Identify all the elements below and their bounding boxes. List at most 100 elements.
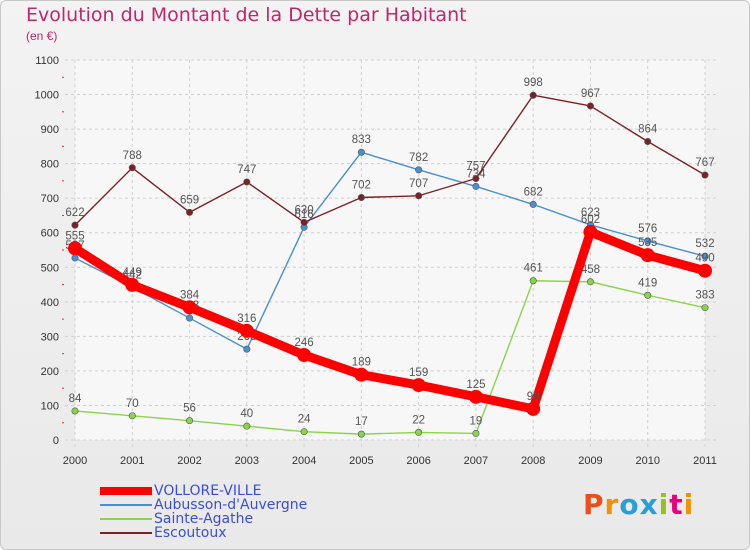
y-tick-label: 700 <box>41 193 59 205</box>
chart-title: Evolution du Montant de la Dette par Hab… <box>26 4 467 26</box>
data-label: 189 <box>352 357 371 369</box>
data-label: 788 <box>123 150 142 162</box>
y-tick-label: 1000 <box>35 90 59 102</box>
x-tick-label: 2009 <box>578 455 602 467</box>
logo-letter: x <box>639 488 659 521</box>
data-label: 383 <box>695 290 714 302</box>
series-line-2 <box>74 280 706 435</box>
data-point <box>125 277 140 292</box>
data-point <box>472 182 480 190</box>
data-point <box>128 164 136 172</box>
data-label: 70 <box>126 398 139 410</box>
data-label: 458 <box>581 264 600 276</box>
data-point <box>701 171 709 179</box>
data-label: 532 <box>695 238 714 250</box>
y-tick-label: 300 <box>41 331 59 343</box>
data-point <box>239 323 254 338</box>
proxiti-logo: Proxiti <box>583 488 694 521</box>
data-label: 24 <box>298 414 311 426</box>
logo-letter: P <box>583 488 605 521</box>
data-point <box>243 178 251 186</box>
data-point <box>182 300 197 315</box>
data-point <box>411 378 426 393</box>
data-label: 576 <box>638 223 657 235</box>
data-point <box>415 192 423 200</box>
data-point <box>529 277 537 285</box>
data-point <box>357 430 365 438</box>
data-label: 555 <box>65 230 84 242</box>
data-point <box>415 428 423 436</box>
x-tick-label: 2011 <box>693 455 717 467</box>
data-label: 998 <box>524 77 543 89</box>
data-point <box>297 348 312 363</box>
data-label: 246 <box>294 337 313 349</box>
x-tick-label: 2006 <box>406 455 430 467</box>
data-point <box>472 429 480 437</box>
x-tick-label: 2003 <box>235 455 259 467</box>
data-label: 22 <box>412 414 425 426</box>
legend-label: Escoutoux <box>154 525 227 541</box>
series-line-3 <box>74 94 706 226</box>
legend-label: Sainte-Agathe <box>154 511 254 527</box>
x-tick-label: 2002 <box>177 455 201 467</box>
x-tick-label: 2004 <box>292 455 316 467</box>
data-point <box>586 102 594 110</box>
data-label: 159 <box>409 367 428 379</box>
data-label: 535 <box>638 237 657 249</box>
data-label: 767 <box>695 157 714 169</box>
x-tick-label: 2005 <box>349 455 373 467</box>
data-point <box>357 193 365 201</box>
series-line-0 <box>70 227 710 414</box>
data-label: 659 <box>180 194 199 206</box>
data-point <box>586 278 594 286</box>
data-point <box>583 225 598 240</box>
data-label: 602 <box>581 214 600 226</box>
data-label: 864 <box>638 124 658 136</box>
data-label: 833 <box>352 134 371 146</box>
data-label: 702 <box>352 179 371 191</box>
data-label: 17 <box>355 416 368 428</box>
data-label: 449 <box>123 267 142 279</box>
x-tick-label: 2010 <box>635 455 659 467</box>
legend-swatch <box>100 487 152 495</box>
data-point <box>186 417 194 425</box>
data-label: 622 <box>65 207 84 219</box>
logo-letter: i <box>683 488 695 521</box>
data-point <box>71 221 79 229</box>
y-tick-label: 800 <box>41 159 59 171</box>
chart-unit: (en €) <box>26 29 58 43</box>
data-point <box>71 407 79 415</box>
data-point <box>357 148 365 156</box>
data-point <box>472 174 480 182</box>
data-label: 747 <box>237 164 256 176</box>
y-tick-label: 600 <box>41 228 59 240</box>
data-label: 782 <box>409 152 428 164</box>
data-label: 384 <box>180 289 200 301</box>
data-point <box>300 218 308 226</box>
data-label: 623 <box>581 207 600 219</box>
data-point <box>529 200 537 208</box>
data-label: 316 <box>237 313 256 325</box>
series-line-1 <box>74 151 706 350</box>
y-tick-label: 1100 <box>35 55 59 67</box>
legend-swatch <box>100 504 152 506</box>
y-tick-label: 200 <box>41 366 59 378</box>
legend-label: Aubusson-d'Auvergne <box>154 497 308 513</box>
data-point <box>68 241 82 256</box>
x-tick-label: 2008 <box>521 455 545 467</box>
data-label: 125 <box>466 379 485 391</box>
data-label: 682 <box>524 186 543 198</box>
data-point <box>354 367 369 382</box>
logo-letter: i <box>658 488 670 521</box>
y-tick-label: 900 <box>41 124 59 136</box>
data-label: 967 <box>581 88 600 100</box>
y-tick-label: 0 <box>53 435 59 447</box>
data-point <box>71 254 79 262</box>
data-label: 56 <box>183 403 196 415</box>
data-label: 461 <box>524 263 543 275</box>
data-point <box>526 401 541 416</box>
data-point <box>186 208 194 216</box>
data-point <box>128 412 136 420</box>
data-point <box>300 428 308 436</box>
